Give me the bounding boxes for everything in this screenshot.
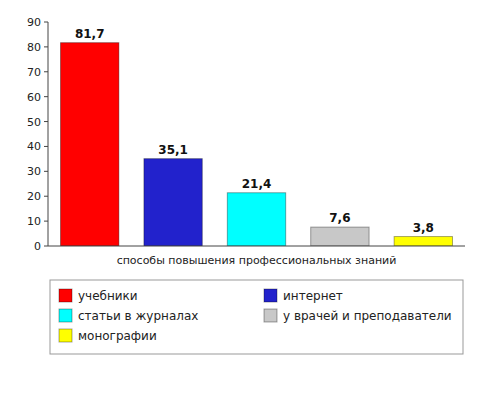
y-tick bbox=[44, 22, 48, 23]
legend-label: статьи в журналах bbox=[78, 309, 198, 323]
y-tick bbox=[44, 71, 48, 72]
bar bbox=[61, 43, 119, 246]
bar bbox=[394, 237, 452, 246]
y-tick bbox=[44, 46, 48, 47]
data-label: 3,8 bbox=[413, 221, 434, 235]
legend-swatch bbox=[264, 289, 277, 302]
y-axis-line bbox=[48, 22, 49, 246]
y-tick bbox=[44, 146, 48, 147]
legend: учебники интернет статьи в журналах у враче… bbox=[50, 280, 463, 354]
y-tick-label: 90 bbox=[27, 16, 41, 29]
y-tick-label: 20 bbox=[27, 190, 41, 203]
y-tick bbox=[44, 246, 48, 247]
bar bbox=[227, 193, 285, 246]
y-tick-label: 10 bbox=[27, 215, 41, 228]
legend-label: интернет bbox=[283, 289, 343, 303]
legend-frame bbox=[50, 280, 463, 354]
y-tick-label: 70 bbox=[27, 66, 41, 79]
y-tick-label: 30 bbox=[27, 165, 41, 178]
x-axis-label: способы повышения профессиональных знани… bbox=[117, 254, 397, 267]
data-label: 81,7 bbox=[75, 27, 105, 41]
y-tick bbox=[44, 171, 48, 172]
y-tick-label: 50 bbox=[27, 116, 41, 129]
bar bbox=[144, 159, 202, 246]
y-tick bbox=[44, 196, 48, 197]
bars bbox=[61, 43, 453, 246]
legend-swatch bbox=[264, 309, 277, 322]
y-tick-label: 60 bbox=[27, 91, 41, 104]
legend-label: учебники bbox=[78, 289, 138, 303]
y-tick-label: 40 bbox=[27, 140, 41, 153]
y-tick-label: 80 bbox=[27, 41, 41, 54]
data-label: 35,1 bbox=[158, 143, 188, 157]
y-tick bbox=[44, 96, 48, 97]
y-tick-label: 0 bbox=[34, 240, 41, 253]
chart: 0 10 20 30 40 50 60 70 80 90 81,7 35,1 21,4 7,6 3,8 спо… bbox=[0, 0, 480, 401]
legend-swatch bbox=[59, 329, 72, 342]
y-tick bbox=[44, 121, 48, 122]
data-label: 7,6 bbox=[329, 211, 350, 225]
data-label: 21,4 bbox=[242, 177, 272, 191]
legend-label: у врачей и преподаватели bbox=[283, 309, 452, 323]
x-axis-line bbox=[48, 246, 465, 247]
y-tick bbox=[44, 221, 48, 222]
legend-label: монографии bbox=[78, 329, 157, 343]
bar bbox=[311, 227, 369, 246]
legend-swatch bbox=[59, 309, 72, 322]
legend-swatch bbox=[59, 289, 72, 302]
